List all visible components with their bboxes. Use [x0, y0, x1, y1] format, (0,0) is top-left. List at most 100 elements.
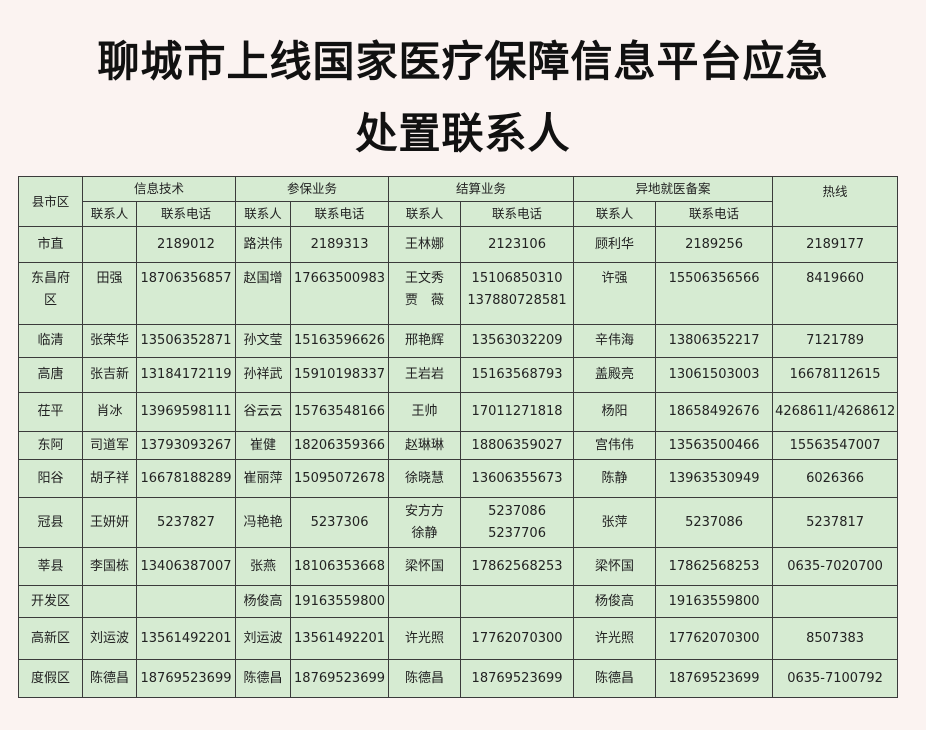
hotline-header: 热线	[772, 176, 899, 227]
county-header: 县市区	[18, 176, 83, 227]
contact-cell: 安方方 徐静	[388, 497, 462, 548]
contact-cell: 陈德昌	[82, 659, 137, 698]
hotline-cell: 8419660	[772, 262, 899, 325]
phone-cell: 13563032209	[460, 324, 575, 358]
phone-cell: 13561492201	[135, 617, 237, 660]
phone-cell: 13061503003	[655, 357, 774, 393]
phone-cell: 16678188289	[135, 459, 237, 498]
phone-cell: 5237827	[135, 497, 237, 548]
hotline-cell: 7121789	[772, 324, 899, 358]
county-cell: 度假区	[18, 659, 83, 698]
phone-cell: 15910198337	[290, 357, 390, 393]
phone-cell: 17663500983	[290, 262, 390, 325]
county-cell: 高唐	[18, 357, 83, 393]
contact-cell: 司道军	[82, 431, 137, 460]
contact-cell: 王岩岩	[388, 357, 462, 393]
phone-cell: 15095072678	[290, 459, 390, 498]
contact-cell	[388, 585, 462, 618]
contact-cell: 田强	[82, 262, 137, 325]
contact-cell: 肖冰	[82, 392, 137, 432]
phone-cell: 15163596626	[290, 324, 390, 358]
contact-cell: 张萍	[573, 497, 657, 548]
phone-cell: 13969598111	[135, 392, 237, 432]
hotline-cell: 5237817	[772, 497, 899, 548]
phone-cell: 13184172119	[135, 357, 237, 393]
county-cell: 开发区	[18, 585, 83, 618]
contact-cell: 许光照	[573, 617, 657, 660]
phone-cell: 15163568793	[460, 357, 575, 393]
table-row: 临清 张荣华 13506352871 孙文莹 15163596626 邢艳辉 1356303…	[18, 324, 899, 358]
phone-cell: 5237086 5237706	[460, 497, 575, 548]
contact-table: 县市区 信息技术 参保业务 结算业务 异地就医备案 热线 联系人 联系电话 联系人联…	[18, 176, 899, 698]
contact-cell: 宫伟伟	[573, 431, 657, 460]
phone-cell: 17862568253	[460, 547, 575, 586]
contact-cell: 张吉新	[82, 357, 137, 393]
phone-cell: 15106850310 137880728581	[460, 262, 575, 325]
contact-cell: 孙文莹	[235, 324, 292, 358]
table-row: 度假区 陈德昌 18769523699 陈德昌 18769523699 陈德昌 187695…	[18, 659, 899, 698]
phone-cell: 15506356566	[655, 262, 774, 325]
group-header-settlement: 结算业务	[388, 176, 575, 202]
contact-cell: 陈静	[573, 459, 657, 498]
phone-cell: 2189256	[655, 226, 774, 263]
table-row: 高唐 张吉新 13184172119 孙祥武 15910198337 王岩岩 1516356…	[18, 357, 899, 393]
page-title: 聊城市上线国家医疗保障信息平台应急	[97, 37, 829, 86]
contact-cell: 杨俊高	[573, 585, 657, 618]
contact-cell: 梁怀国	[388, 547, 462, 586]
contact-cell: 张荣华	[82, 324, 137, 358]
phone-header: 联系电话	[290, 201, 390, 227]
contact-cell: 辛伟海	[573, 324, 657, 358]
contact-cell: 许强	[573, 262, 657, 325]
phone-cell: 18206359366	[290, 431, 390, 460]
phone-cell: 19163559800	[290, 585, 390, 618]
contact-header: 联系人	[235, 201, 292, 227]
phone-cell	[460, 585, 575, 618]
table-row: 高新区 刘运波 13561492201 刘运波 13561492201 许光照 177620…	[18, 617, 899, 660]
contact-cell: 王帅	[388, 392, 462, 432]
phone-header: 联系电话	[135, 201, 237, 227]
phone-cell: 18106353668	[290, 547, 390, 586]
phone-cell: 19163559800	[655, 585, 774, 618]
contact-cell: 刘运波	[82, 617, 137, 660]
contact-cell: 孙祥武	[235, 357, 292, 393]
county-cell: 茌平	[18, 392, 83, 432]
contact-cell: 崔健	[235, 431, 292, 460]
contact-cell: 王林娜	[388, 226, 462, 263]
phone-cell: 5237306	[290, 497, 390, 548]
contact-cell: 许光照	[388, 617, 462, 660]
phone-cell: 13806352217	[655, 324, 774, 358]
contact-cell: 路洪伟	[235, 226, 292, 263]
contact-cell: 顾利华	[573, 226, 657, 263]
phone-cell: 2123106	[460, 226, 575, 263]
phone-cell: 18706356857	[135, 262, 237, 325]
phone-cell: 13406387007	[135, 547, 237, 586]
contact-cell: 邢艳辉	[388, 324, 462, 358]
contact-header: 联系人	[388, 201, 462, 227]
contact-cell: 陈德昌	[573, 659, 657, 698]
hotline-cell: 4268611/4268612	[772, 392, 899, 432]
phone-cell	[135, 585, 237, 618]
page-subtitle: 处置联系人	[355, 109, 571, 158]
phone-cell: 2189313	[290, 226, 390, 263]
hotline-cell: 0635-7100792	[772, 659, 899, 698]
contact-cell: 王文秀 贾 薇	[388, 262, 462, 325]
county-cell: 高新区	[18, 617, 83, 660]
group-header-it: 信息技术	[81, 176, 237, 202]
hotline-cell: 15563547007	[772, 431, 899, 460]
table-row: 开发区 杨俊高 19163559800 杨俊高 19163559800	[18, 585, 899, 618]
phone-cell: 13506352871	[135, 324, 237, 358]
contact-cell	[82, 585, 137, 618]
phone-cell: 18769523699	[135, 659, 237, 698]
county-cell: 临清	[18, 324, 83, 358]
contact-cell: 张燕	[235, 547, 292, 586]
table-row: 茌平 肖冰 13969598111 谷云云 15763548166 王帅 170112718…	[18, 392, 899, 432]
hotline-cell: 2189177	[772, 226, 899, 263]
contact-cell: 杨阳	[573, 392, 657, 432]
contact-header: 联系人	[82, 201, 137, 227]
phone-cell: 2189012	[135, 226, 237, 263]
table-row: 冠县 王妍妍 5237827 冯艳艳 5237306 安方方 徐静 5237086 5237…	[18, 497, 899, 548]
contact-cell: 冯艳艳	[235, 497, 292, 548]
phone-cell: 18769523699	[460, 659, 575, 698]
contact-cell: 陈德昌	[388, 659, 462, 698]
phone-cell: 15763548166	[290, 392, 390, 432]
